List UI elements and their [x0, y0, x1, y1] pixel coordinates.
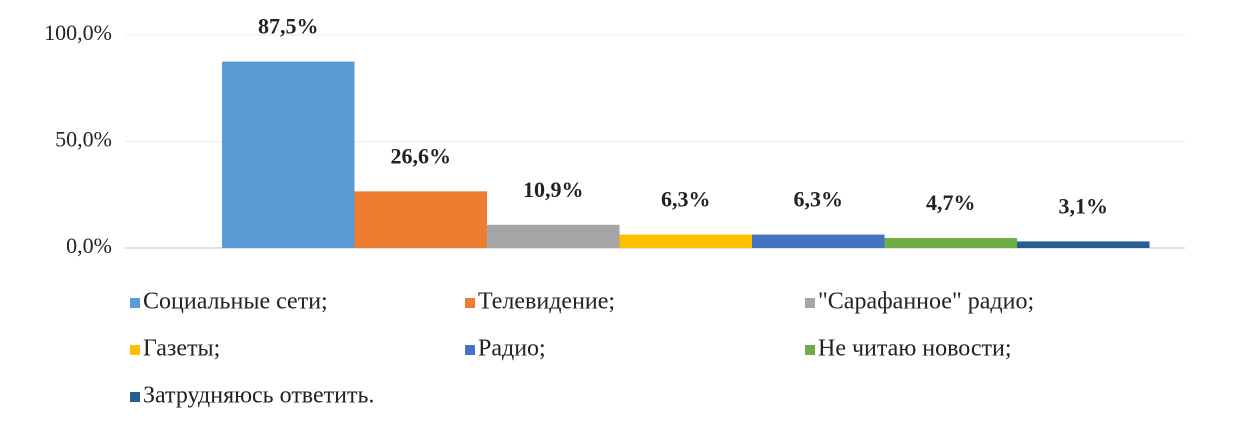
legend-swatch [130, 298, 140, 308]
legend-label: Радио; [478, 336, 546, 362]
value-label: 3,1% [1059, 193, 1109, 218]
legend-swatch [465, 345, 475, 355]
bar [884, 237, 1017, 248]
bar [752, 234, 885, 248]
value-label: 6,3% [661, 187, 711, 212]
y-tick-label: 50,0% [55, 127, 112, 152]
legend-swatch [805, 345, 815, 355]
value-label: 87,5% [258, 14, 319, 39]
legend-swatch [805, 298, 815, 308]
value-label: 6,3% [794, 187, 844, 212]
bar [354, 191, 487, 248]
bar [1017, 241, 1150, 248]
bar [222, 61, 355, 248]
value-label: 4,7% [926, 190, 976, 215]
legend-label: Газеты; [143, 336, 220, 362]
y-tick-label: 100,0% [44, 20, 112, 45]
legend-label: Телевидение; [478, 289, 615, 315]
legend-label: "Сарафанное" радио; [818, 289, 1034, 315]
legend-label: Социальные сети; [143, 289, 328, 315]
legend-label: Затрудняюсь ответить. [143, 383, 374, 409]
bar [619, 234, 752, 248]
value-label: 26,6% [391, 143, 452, 168]
value-label: 10,9% [523, 177, 584, 202]
legend-swatch [130, 345, 140, 355]
legend-swatch [465, 298, 475, 308]
bar [487, 224, 620, 248]
y-tick-label: 0,0% [66, 233, 112, 258]
legend-swatch [130, 392, 140, 402]
legend-label: Не читаю новости; [818, 336, 1012, 362]
